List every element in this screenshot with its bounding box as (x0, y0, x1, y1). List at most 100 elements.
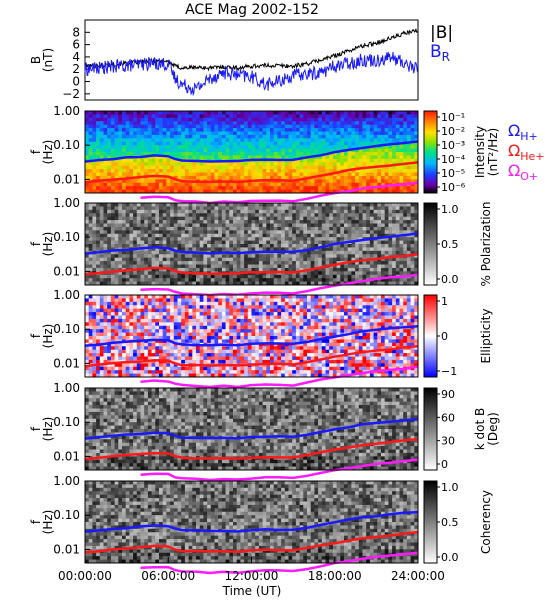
heatmap-cell (281, 244, 285, 248)
heatmap-cell (407, 217, 411, 221)
heatmap-cell (318, 118, 322, 122)
heatmap-cell (381, 227, 385, 231)
heatmap-cell (218, 111, 222, 115)
heatmap-cell (248, 227, 252, 231)
heatmap-cell (126, 322, 130, 326)
heatmap-cell (318, 237, 322, 241)
heatmap-cell (196, 111, 200, 115)
heatmap-cell (118, 316, 122, 320)
heatmap-cell (355, 142, 359, 146)
heatmap-cell (166, 346, 170, 350)
heatmap-cell (240, 166, 244, 170)
heatmap-cell (152, 353, 156, 357)
heatmap-cell (163, 319, 167, 323)
heatmap-cell (396, 132, 400, 136)
heatmap-cell (392, 261, 396, 265)
heatmap-cell (237, 121, 241, 125)
heatmap-cell (152, 230, 156, 234)
heatmap-cell (181, 183, 185, 187)
heatmap-cell (133, 305, 137, 309)
heatmap-cell (137, 258, 141, 262)
heatmap-cell (122, 367, 126, 371)
heatmap-cell (96, 275, 100, 279)
heatmap-cell (155, 353, 159, 357)
heatmap-cell (185, 173, 189, 177)
heatmap-cell (326, 162, 330, 166)
heatmap-cell (281, 227, 285, 231)
heatmap-cell (222, 230, 226, 234)
heatmap-cell (374, 271, 378, 275)
heatmap-cell (381, 169, 385, 173)
heatmap-cell (163, 220, 167, 224)
heatmap-cell (411, 169, 415, 173)
heatmap-cell (144, 322, 148, 326)
heatmap-cell (111, 254, 115, 258)
heatmap-cell (285, 203, 289, 207)
heatmap-cell (322, 111, 326, 115)
heatmap-cell (226, 145, 230, 149)
heatmap-cell (85, 261, 89, 265)
heatmap-cell (392, 121, 396, 125)
heatmap-cell (222, 138, 226, 142)
heatmap-cell (351, 210, 355, 214)
colorbar-intensity-tick-label: 10⁻⁴ (441, 153, 466, 166)
heatmap-cell (340, 244, 344, 248)
heatmap-cell (351, 234, 355, 238)
heatmap-cell (248, 186, 252, 190)
heatmap-cell (263, 128, 267, 132)
heatmap-cell (377, 241, 381, 245)
heatmap-cell (252, 241, 256, 245)
heatmap-cell (244, 261, 248, 265)
heatmap-cell (363, 138, 367, 142)
heatmap-cell (333, 118, 337, 122)
heatmap-cell (96, 326, 100, 330)
heatmap-cell (137, 309, 141, 313)
heatmap-cell (107, 227, 111, 231)
heatmap-cell (259, 247, 263, 251)
heatmap-cell (326, 251, 330, 255)
heatmap-cell (189, 142, 193, 146)
heatmap-cell (277, 138, 281, 142)
heatmap-cell (107, 145, 111, 149)
heatmap-cell (392, 152, 396, 156)
heatmap-cell (252, 111, 256, 115)
heatmap-cell (359, 230, 363, 234)
heatmap-cell (122, 111, 126, 115)
heatmap-cell (411, 155, 415, 159)
heatmap-cell (303, 118, 307, 122)
heatmap-cell (326, 121, 330, 125)
heatmap-cell (211, 152, 215, 156)
heatmap-cell (381, 265, 385, 269)
heatmap-cell (92, 118, 96, 122)
heatmap-cell (122, 128, 126, 132)
heatmap-cell (159, 316, 163, 320)
heatmap-cell (318, 203, 322, 207)
heatmap-cell (351, 227, 355, 231)
heatmap-cell (370, 111, 374, 115)
heatmap-cell (400, 213, 404, 217)
heatmap-cell (407, 132, 411, 136)
heatmap-cell (252, 230, 256, 234)
heatmap-cell (226, 247, 230, 251)
colorbar-intensity-tick-label: 10⁻³ (441, 139, 465, 152)
heatmap-cell (207, 132, 211, 136)
heatmap-cell (174, 241, 178, 245)
heatmap-cell (192, 203, 196, 207)
heatmap-cell (311, 224, 315, 228)
heatmap-cell (340, 166, 344, 170)
heatmap-cell (141, 220, 145, 224)
heatmap-cell (281, 261, 285, 265)
heatmap-cell (318, 125, 322, 129)
heatmap-cell (89, 357, 93, 361)
heatmap-cell (403, 152, 407, 156)
heatmap-cell (166, 295, 170, 299)
heatmap-cell (366, 251, 370, 255)
heatmap-cell (388, 261, 392, 265)
heatmap-cell (314, 237, 318, 241)
heatmap-cell (392, 176, 396, 180)
heatmap-cell (207, 162, 211, 166)
heatmap-cell (107, 152, 111, 156)
heatmap-cell (292, 261, 296, 265)
heatmap-cell (218, 268, 222, 272)
heatmap-cell (337, 142, 341, 146)
